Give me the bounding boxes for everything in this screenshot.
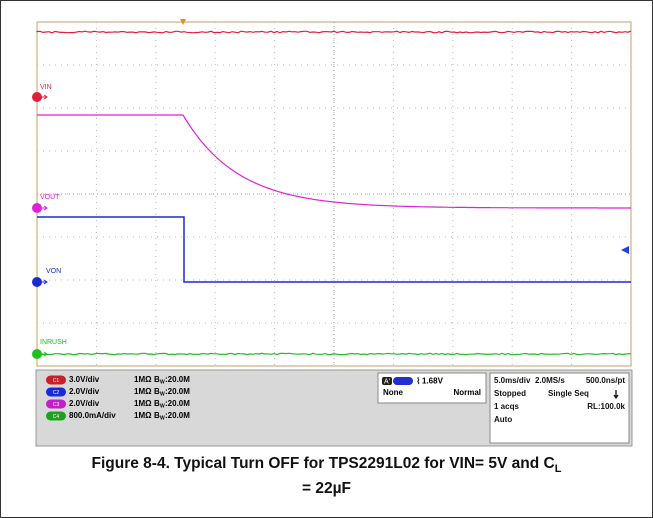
channel-impedance: 1MΩ <box>134 375 152 384</box>
trigger-mode: Normal <box>453 388 481 397</box>
trace-label: VON <box>46 268 61 275</box>
channel-bandwidth: :20.0M <box>165 387 190 396</box>
page: {"traces": [ {"label": "VIN"}, {"label":… <box>0 0 653 518</box>
trigger-source-badge <box>393 377 413 385</box>
channel-badge: C2 <box>53 390 60 396</box>
channel-bandwidth: :20.0M <box>165 375 190 384</box>
figure-caption: Figure 8-4. Typical Turn OFF for TPS2291… <box>0 454 653 499</box>
trace-label: INRUSH <box>40 339 67 346</box>
trigger-symbol: ⌇ <box>416 376 420 386</box>
channel-impedance: 1MΩ <box>134 399 152 408</box>
channel-impedance: 1MΩ <box>134 387 152 396</box>
channel-marker <box>32 203 42 213</box>
channel-scale: 2.0V/div <box>69 399 100 408</box>
caption-line1: Figure 8-4. Typical Turn OFF for TPS2291… <box>92 455 555 472</box>
caption-line2: = 22µF <box>302 480 351 497</box>
channel-badge: C3 <box>53 402 60 408</box>
channel-scale: 3.0V/div <box>69 375 100 384</box>
trigger-source: None <box>383 388 404 397</box>
record-length: RL:100.0k <box>587 402 625 411</box>
trace-label: VIN <box>40 84 52 91</box>
trace-label: VOUT <box>40 194 60 201</box>
resolution: 500.0ns/pt <box>586 376 625 385</box>
channel-badge: C1 <box>53 378 60 384</box>
timebase: 5.0ms/div <box>494 376 531 385</box>
sample-rate: 2.0MS/s <box>535 376 565 385</box>
channel-badge: C4 <box>53 414 60 420</box>
channel-marker <box>32 349 42 359</box>
trigger-mode-auto: Auto <box>494 415 512 424</box>
sequence: Single Seq <box>548 389 589 398</box>
channel-bandwidth: :20.0M <box>165 399 190 408</box>
caption-subscript: L <box>555 463 562 475</box>
channel-impedance: 1MΩ <box>134 411 152 420</box>
trigger-level: 1.68V <box>422 377 444 386</box>
scope-screen: VINVOUTVONINRUSH C1 3.0V/div 1MΩ B W:20.0MC2… <box>0 0 653 452</box>
channel-marker <box>32 92 42 102</box>
run-state: Stopped <box>494 389 526 398</box>
channel-scale: 2.0V/div <box>69 387 100 396</box>
trigger-badge: A' <box>384 378 390 385</box>
channel-marker <box>32 277 42 287</box>
acquisitions: 1 acqs <box>494 402 519 411</box>
channel-bandwidth: :20.0M <box>165 411 190 420</box>
channel-scale: 800.0mA/div <box>69 411 116 420</box>
